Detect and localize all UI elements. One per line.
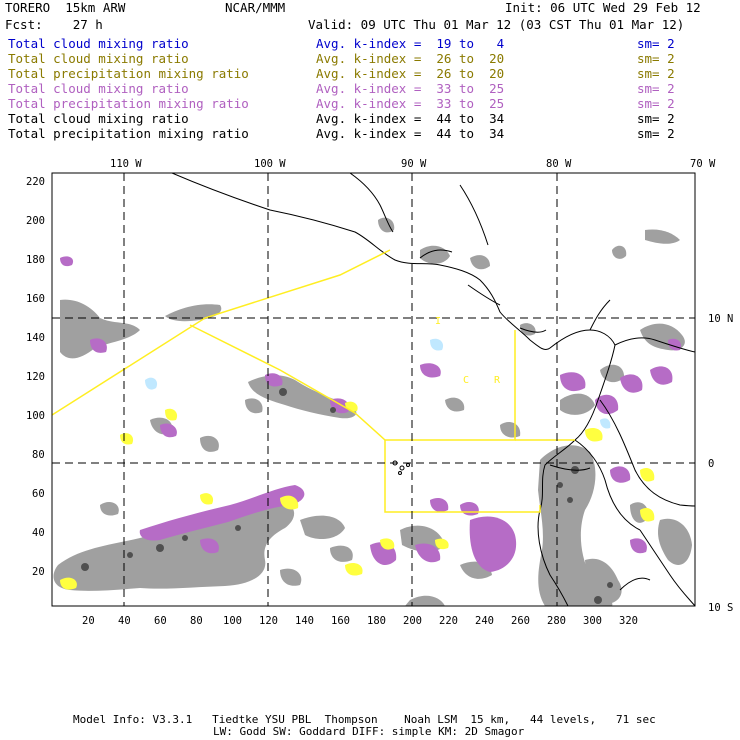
legend-field: Total cloud mixing ratio bbox=[8, 36, 189, 51]
y-tick-label: 220 bbox=[26, 176, 45, 188]
x-tick-label: 100 bbox=[223, 615, 242, 627]
legend-sm: sm= 2 bbox=[637, 126, 675, 141]
model-info: Model Info: V3.3.1 Tiedtke YSU PBL Thomp… bbox=[73, 713, 656, 726]
lon-label: 90 W bbox=[401, 158, 427, 170]
lon-label: 100 W bbox=[254, 158, 286, 170]
galapagos-islands bbox=[392, 460, 410, 475]
lon-label: 110 W bbox=[110, 158, 142, 170]
subdomain-outlines bbox=[52, 249, 575, 513]
legend-kindex: Avg. k-index = 33 to 25 bbox=[316, 81, 505, 96]
y-tick-label: 100 bbox=[26, 410, 45, 422]
legend-sm: sm= 2 bbox=[637, 111, 675, 126]
legend-row: Total cloud mixing ratio bbox=[8, 51, 189, 66]
x-tick-label: 300 bbox=[583, 615, 602, 627]
y-tick-label: 160 bbox=[26, 293, 45, 305]
lat-label: 0 bbox=[708, 458, 714, 470]
x-tick-label: 120 bbox=[259, 615, 278, 627]
y-tick-label: 60 bbox=[32, 488, 45, 500]
x-tick-label: 220 bbox=[439, 615, 458, 627]
legend-sm: sm= 2 bbox=[637, 36, 675, 51]
y-tick-label: 120 bbox=[26, 371, 45, 383]
legend-sm: sm= 2 bbox=[637, 51, 675, 66]
lat-label: 10 N bbox=[708, 313, 733, 325]
x-tick-label: 20 bbox=[82, 615, 95, 627]
plot-frame bbox=[51, 172, 696, 607]
x-tick-label: 140 bbox=[295, 615, 314, 627]
legend-kindex: Avg. k-index = 26 to 20 bbox=[316, 66, 505, 81]
lon-label: 80 W bbox=[546, 158, 572, 170]
legend-sm: sm= 2 bbox=[637, 81, 675, 96]
x-tick-label: 240 bbox=[475, 615, 494, 627]
legend-field: Total cloud mixing ratio bbox=[8, 51, 189, 66]
x-tick-label: 40 bbox=[118, 615, 131, 627]
x-tick-label: 260 bbox=[511, 615, 530, 627]
cloud-field-magenta bbox=[60, 256, 682, 572]
lat-label: 10 S bbox=[708, 602, 733, 614]
legend-field: Total precipitation mixing ratio bbox=[8, 96, 249, 111]
legend-row: Total cloud mixing ratio bbox=[8, 81, 189, 96]
y-tick-label: 180 bbox=[26, 254, 45, 266]
coastlines bbox=[171, 173, 695, 606]
x-tick-label: 80 bbox=[190, 615, 203, 627]
legend-kindex: Avg. k-index = 33 to 25 bbox=[316, 96, 505, 111]
x-tick-label: 200 bbox=[403, 615, 422, 627]
legend-row: Total precipitation mixing ratio bbox=[8, 96, 249, 111]
lat-lon-grid bbox=[52, 173, 695, 606]
y-tick-label: 20 bbox=[32, 566, 45, 578]
legend-row: Total cloud mixing ratio bbox=[8, 111, 189, 126]
latitude-labels: 10 N 0 10 S bbox=[708, 313, 733, 614]
cloud-field-lightblue bbox=[145, 338, 611, 429]
legend-row: Total precipitation mixing ratio bbox=[8, 66, 249, 81]
legend-kindex: Avg. k-index = 44 to 34 bbox=[316, 111, 505, 126]
legend-field: Total precipitation mixing ratio bbox=[8, 126, 249, 141]
cloud-field-yellow bbox=[60, 401, 655, 590]
organization: NCAR/MMM bbox=[225, 0, 286, 15]
physics-info: LW: Godd SW: Goddard DIFF: simple KM: 2D… bbox=[213, 725, 525, 738]
x-grid-ticks: 20 40 60 80 100 120 140 160 180 200 220 … bbox=[82, 615, 638, 627]
y-tick-label: 80 bbox=[32, 449, 45, 461]
lon-label: 70 W bbox=[690, 158, 716, 170]
legend-kindex: Avg. k-index = 19 to 4 bbox=[316, 36, 505, 51]
model-name: TORERO 15km ARW bbox=[5, 0, 126, 15]
x-tick-label: 280 bbox=[547, 615, 566, 627]
forecast-hour: Fcst: 27 h bbox=[5, 17, 103, 32]
cloud-field-dark bbox=[81, 388, 613, 604]
valid-time: Valid: 09 UTC Thu 01 Mar 12 (03 CST Thu … bbox=[308, 17, 685, 32]
legend-field: Total precipitation mixing ratio bbox=[8, 66, 249, 81]
y-tick-label: 200 bbox=[26, 215, 45, 227]
legend-row: Total cloud mixing ratio bbox=[8, 36, 189, 51]
legend-sm: sm= 2 bbox=[637, 66, 675, 81]
map-letter: I bbox=[435, 316, 441, 327]
legend-row: Total precipitation mixing ratio bbox=[8, 126, 249, 141]
init-time: Init: 06 UTC Wed 29 Feb 12 bbox=[505, 0, 701, 15]
y-grid-ticks: 220 200 180 160 140 120 100 80 60 40 20 bbox=[26, 176, 45, 578]
x-tick-label: 180 bbox=[367, 615, 386, 627]
longitude-labels: 110 W 100 W 90 W 80 W 70 W bbox=[110, 158, 716, 170]
x-tick-label: 60 bbox=[154, 615, 167, 627]
map-letter: C bbox=[463, 375, 469, 386]
legend-sm: sm= 2 bbox=[637, 96, 675, 111]
y-tick-label: 40 bbox=[32, 527, 45, 539]
legend-kindex: Avg. k-index = 44 to 34 bbox=[316, 126, 505, 141]
legend-kindex: Avg. k-index = 26 to 20 bbox=[316, 51, 505, 66]
x-tick-label: 160 bbox=[331, 615, 350, 627]
legend-field: Total cloud mixing ratio bbox=[8, 111, 189, 126]
map-letter: R bbox=[494, 375, 501, 386]
x-tick-label: 320 bbox=[619, 615, 638, 627]
y-tick-label: 140 bbox=[26, 332, 45, 344]
legend-field: Total cloud mixing ratio bbox=[8, 81, 189, 96]
